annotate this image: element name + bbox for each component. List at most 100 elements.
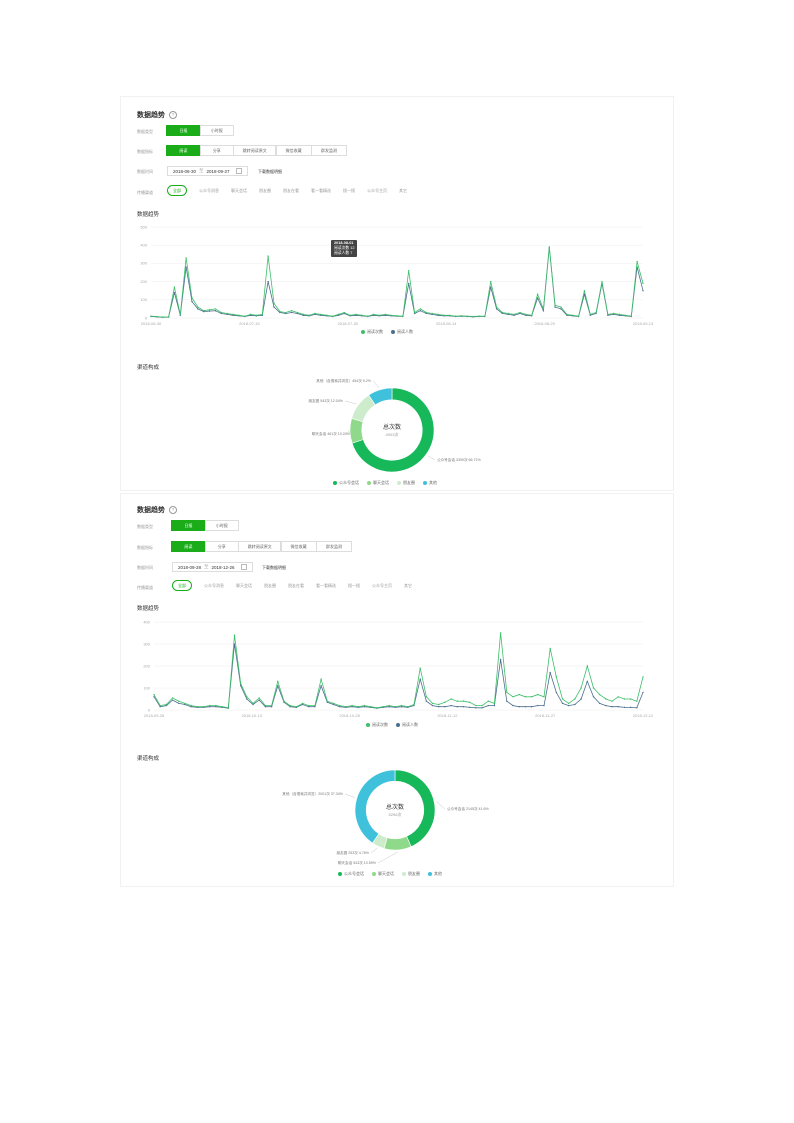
data-point (524, 706, 527, 708)
data-point (320, 678, 322, 680)
source-chip[interactable]: 搜一搜 (343, 187, 355, 193)
data-point (367, 315, 369, 317)
data-point (572, 314, 574, 316)
download-link[interactable]: 下载数据明细 (262, 565, 286, 570)
hourly-report-button[interactable]: 小时报 (199, 125, 234, 136)
data-point (290, 311, 293, 314)
data-point (592, 687, 595, 689)
source-chip[interactable]: 公众号主页 (367, 187, 387, 193)
help-icon[interactable]: ? (169, 506, 177, 515)
daily-report-button[interactable]: 日报 (166, 125, 201, 136)
metric-favorites-button[interactable]: 微信收藏 (275, 145, 312, 156)
data-point (376, 707, 378, 709)
metric-share-button[interactable]: 分享 (199, 145, 234, 156)
slice-label: 朋友圈 253次 4.76% (336, 850, 369, 855)
trend-line-chart[interactable]: 0 100 200 300 400 2018-09-28 2018-10-13 2018-10… (121, 616, 673, 726)
data-point (466, 315, 468, 317)
data-point (308, 704, 310, 707)
metric-favorites-button[interactable]: 微信收藏 (280, 541, 317, 552)
data-point (402, 315, 404, 317)
legend-item-official[interactable]: 公众号会话 (338, 871, 364, 877)
data-point (431, 704, 434, 707)
daily-report-button[interactable]: 日报 (171, 520, 206, 531)
metric-tabs: 阅读 分享 跳转阅读原文 微信收藏 群发监测 (171, 541, 353, 552)
legend-item-moments[interactable]: 朋友圈 (402, 871, 420, 877)
data-point (178, 702, 180, 705)
data-point (150, 315, 152, 317)
source-chip[interactable]: 朋友圈 (264, 582, 276, 588)
legend-item-official[interactable]: 公众号会话 (333, 480, 359, 486)
x-tick-label: 2018-06-30 (141, 321, 162, 326)
metric-reads-button[interactable]: 阅读 (171, 541, 206, 552)
data-point (209, 706, 211, 708)
source-chip[interactable]: 看一看精选 (311, 187, 331, 193)
legend-item-users[interactable]: 阅读人数 (396, 722, 418, 728)
source-chip[interactable]: 聊天会话 (236, 582, 252, 588)
data-point (623, 698, 626, 700)
source-chip[interactable]: 聊天会话 (231, 187, 247, 193)
metric-read-original-button[interactable]: 跳转阅读原文 (238, 541, 282, 552)
data-point (560, 306, 562, 308)
legend-item-other[interactable]: 其他 (423, 480, 437, 486)
data-point (462, 706, 465, 708)
metric-share-button[interactable]: 分享 (204, 541, 239, 552)
source-all-chip[interactable]: 全部 (172, 580, 192, 591)
source-chip[interactable]: 公众号主页 (372, 582, 392, 588)
data-point (518, 706, 520, 708)
data-point (413, 311, 416, 314)
data-point (273, 306, 275, 308)
legend-item-reads[interactable]: 阅读次数 (361, 329, 383, 335)
metric-read-original-button[interactable]: 跳转阅读原文 (233, 145, 277, 156)
x-tick-label: 2018-10-28 (339, 713, 360, 718)
data-point (574, 698, 576, 700)
data-point (273, 302, 275, 305)
source-chip[interactable]: 其它 (404, 582, 412, 588)
donut-slice (383, 835, 412, 851)
source-all-chip[interactable]: 全部 (167, 185, 187, 196)
channel-donut-chart[interactable]: 公众号会话 2145次 41.6% 聊天会话 543次 10.59% 朋友圈 253… (121, 764, 673, 874)
download-link[interactable]: 下载数据明细 (258, 169, 282, 174)
date-range-picker[interactable]: 2018-09-28 至 2018-12-26 (172, 562, 253, 572)
data-point (191, 297, 193, 299)
channel-donut-chart[interactable]: 公众号会话 3390次 66.71% 聊天会话 461次 10.03% 朋友圈 54… (121, 372, 673, 482)
calendar-icon (240, 564, 247, 570)
source-chip[interactable]: 朋友圈 (259, 187, 271, 193)
legend-item-moments[interactable]: 朋友圈 (397, 480, 415, 486)
donut-slice (349, 418, 364, 444)
data-point (530, 696, 533, 698)
data-point (525, 313, 527, 316)
data-point (345, 706, 347, 708)
data-point (624, 314, 627, 316)
metric-reads-button[interactable]: 阅读 (166, 145, 201, 156)
metric-monitor-button[interactable]: 群发监测 (311, 145, 348, 156)
data-point (642, 691, 644, 694)
legend-item-reads[interactable]: 阅读次数 (366, 722, 388, 728)
data-point (481, 707, 483, 709)
legend-item-users[interactable]: 阅读人数 (391, 329, 413, 335)
data-point (173, 291, 176, 294)
legend-item-chat[interactable]: 聊天会话 (372, 871, 394, 877)
data-point (267, 255, 269, 257)
trend-section-title: 数据趋势 (137, 606, 160, 612)
data-point (543, 704, 545, 707)
trend-line-chart[interactable]: 0 100 200 300 400 500 2018-06-30 2018-07-15 2018… (121, 222, 673, 352)
source-chip[interactable]: 搜一搜 (348, 582, 360, 588)
source-chip[interactable]: 其它 (399, 187, 407, 193)
source-chip[interactable]: 看一看精选 (316, 582, 336, 588)
source-chip[interactable]: 公众号消息 (204, 582, 224, 588)
legend-item-other[interactable]: 其他 (428, 871, 442, 877)
source-chip[interactable]: 朋友在看 (283, 187, 299, 193)
source-chip[interactable]: 公众号消息 (199, 187, 219, 193)
hourly-report-button[interactable]: 小时报 (204, 520, 239, 531)
source-chip[interactable]: 朋友在看 (288, 582, 304, 588)
help-icon[interactable]: ? (169, 111, 177, 120)
date-range-picker[interactable]: 2018-06-30 至 2018-09-27 (167, 166, 248, 176)
legend-item-chat[interactable]: 聊天会话 (367, 480, 389, 486)
data-point (495, 306, 498, 308)
data-point (425, 696, 428, 698)
data-point (537, 704, 539, 707)
data-point (202, 706, 205, 708)
data-point (598, 693, 601, 696)
data-point (326, 701, 329, 703)
metric-monitor-button[interactable]: 群发监测 (316, 541, 353, 552)
